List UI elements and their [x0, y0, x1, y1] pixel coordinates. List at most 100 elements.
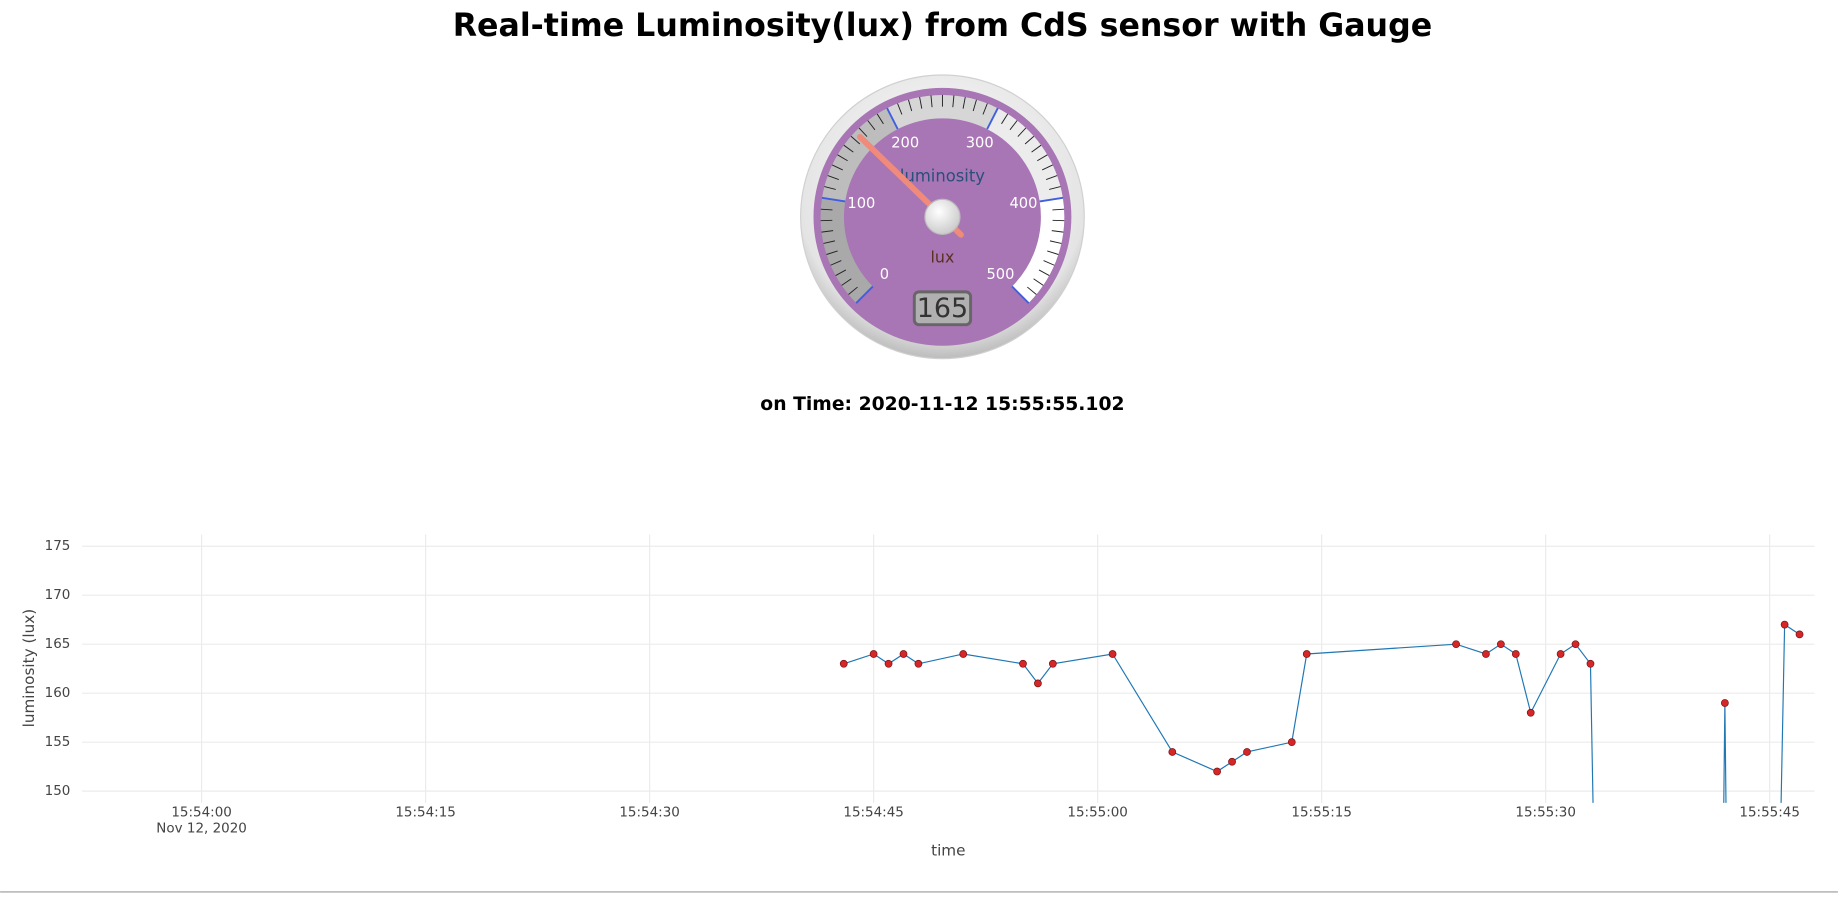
gauge-minor-tick: [867, 120, 876, 131]
data-point: [1556, 650, 1565, 658]
gauge-minor-tick: [919, 97, 923, 109]
gauge-minor-tick: [972, 99, 977, 112]
data-point: [1526, 708, 1535, 717]
data-point: [1034, 679, 1042, 688]
gauge-minor-tick: [837, 154, 848, 162]
gauge-band: [822, 108, 898, 202]
gauge-minor-tick: [1009, 120, 1018, 131]
data-point: [1302, 650, 1311, 658]
gauge-minor-tick: [1038, 269, 1050, 276]
gauge-value: 165: [917, 293, 968, 324]
data-point: [1243, 748, 1251, 756]
gauge-band: [1012, 197, 1065, 304]
x-tick-label: 15:54:00: [171, 804, 232, 820]
data-point: [1780, 620, 1789, 629]
gauge-minor-tick: [841, 278, 852, 286]
gauge-minor-tick: [843, 144, 854, 153]
y-tick-label: 155: [45, 734, 71, 750]
gauge-minor-tick: [1051, 230, 1064, 233]
data-point: [899, 650, 908, 658]
data-point: [959, 650, 968, 658]
data-point: [1108, 650, 1117, 658]
gauge-minor-tick: [876, 113, 884, 125]
data-point: [1048, 659, 1057, 668]
gauge-minor-tick: [823, 240, 836, 244]
data-point: [1482, 650, 1490, 658]
x-tick-label: 15:55:15: [1291, 804, 1352, 820]
data-point: [1496, 640, 1505, 649]
gauge-minor-tick: [826, 250, 838, 255]
gauge-value-box: [912, 290, 973, 327]
data-point: [1511, 650, 1520, 658]
data-point: [1019, 659, 1027, 668]
gauge-minor-tick: [907, 99, 913, 112]
x-tick-sublabel: Nov 12, 2020: [156, 821, 247, 837]
y-tick-label: 175: [45, 538, 71, 554]
data-point: [1168, 748, 1177, 756]
gauge-minor-tick: [848, 286, 858, 295]
gauge-band: [820, 197, 873, 304]
gauge-minor-tick: [930, 95, 933, 108]
x-tick-label: 15:54:30: [619, 804, 680, 820]
gauge-minor-tick: [821, 230, 834, 233]
gauge: 0 100 200 300 400 500 luminosity lux 165: [800, 74, 1085, 360]
gauge-major-tick: [886, 107, 899, 130]
gauge-minor-tick: [1052, 208, 1065, 211]
gauge-minor-tick: [1041, 164, 1053, 171]
x-tick-label: 15:55:30: [1515, 804, 1576, 820]
gauge-minor-tick: [835, 269, 847, 276]
data-point: [1721, 699, 1729, 707]
gauge-major-tick: [1011, 285, 1030, 304]
data-point: [839, 659, 848, 668]
gauge-minor-tick: [1017, 127, 1027, 137]
gauge-major-tick: [821, 196, 846, 203]
gauge-band: [887, 94, 998, 130]
gauge-minor-tick: [952, 95, 955, 108]
gauge-minor-tick: [1049, 240, 1062, 244]
gauge-minor-tick: [820, 208, 833, 211]
gauge-hub: [924, 198, 961, 236]
data-point: [1795, 630, 1804, 639]
page-title: Real-time Luminosity(lux) from CdS senso…: [453, 8, 1432, 44]
gauge-minor-tick: [1031, 144, 1042, 153]
gauge-tick-label: 100: [847, 195, 875, 212]
plot-area: [839, 620, 1804, 803]
gauge-minor-tick: [1043, 260, 1055, 266]
data-point: [869, 650, 878, 658]
gauge-tick-label: 500: [986, 266, 1014, 283]
y-tick-label: 150: [45, 783, 71, 799]
gauge-minor-tick: [1037, 154, 1048, 162]
gauge-minor-tick: [831, 164, 843, 171]
x-tick-label: 15:55:45: [1739, 804, 1800, 820]
gauge-tick-label: 400: [1010, 195, 1038, 212]
x-tick-label: 15:55:00: [1067, 804, 1128, 820]
time-text: on Time: 2020-11-12 15:55:55.102: [760, 394, 1124, 415]
data-point: [1213, 767, 1221, 776]
gauge-major-tick: [1039, 196, 1063, 203]
gauge-minor-tick: [982, 103, 988, 115]
y-axis-label: luminosity (lux): [20, 609, 38, 728]
gauge-minor-tick: [1027, 286, 1037, 295]
gauge-minor-tick: [897, 103, 903, 115]
gauge-minor-tick: [827, 175, 839, 180]
gauge-minor-tick: [1045, 175, 1058, 180]
gauge-tick-label: 0: [880, 266, 889, 283]
gauge-title: luminosity: [900, 166, 985, 185]
gauge-band: [987, 108, 1063, 202]
gauge-minor-tick: [962, 97, 966, 109]
gauge-major-tick: [855, 285, 874, 304]
gauge-tick-label: 200: [891, 135, 919, 152]
gauge-minor-tick: [824, 186, 836, 190]
gauge-tick-label: 300: [966, 135, 994, 152]
x-tick-label: 15:54:45: [843, 804, 904, 820]
gauge-minor-tick: [850, 135, 861, 145]
gauge-minor-tick: [1047, 250, 1059, 255]
x-axis-label: time: [931, 841, 965, 859]
data-point: [1452, 640, 1460, 649]
data-point: [884, 659, 893, 668]
y-tick-label: 160: [45, 685, 71, 701]
gauge-minor-tick: [1049, 186, 1061, 190]
